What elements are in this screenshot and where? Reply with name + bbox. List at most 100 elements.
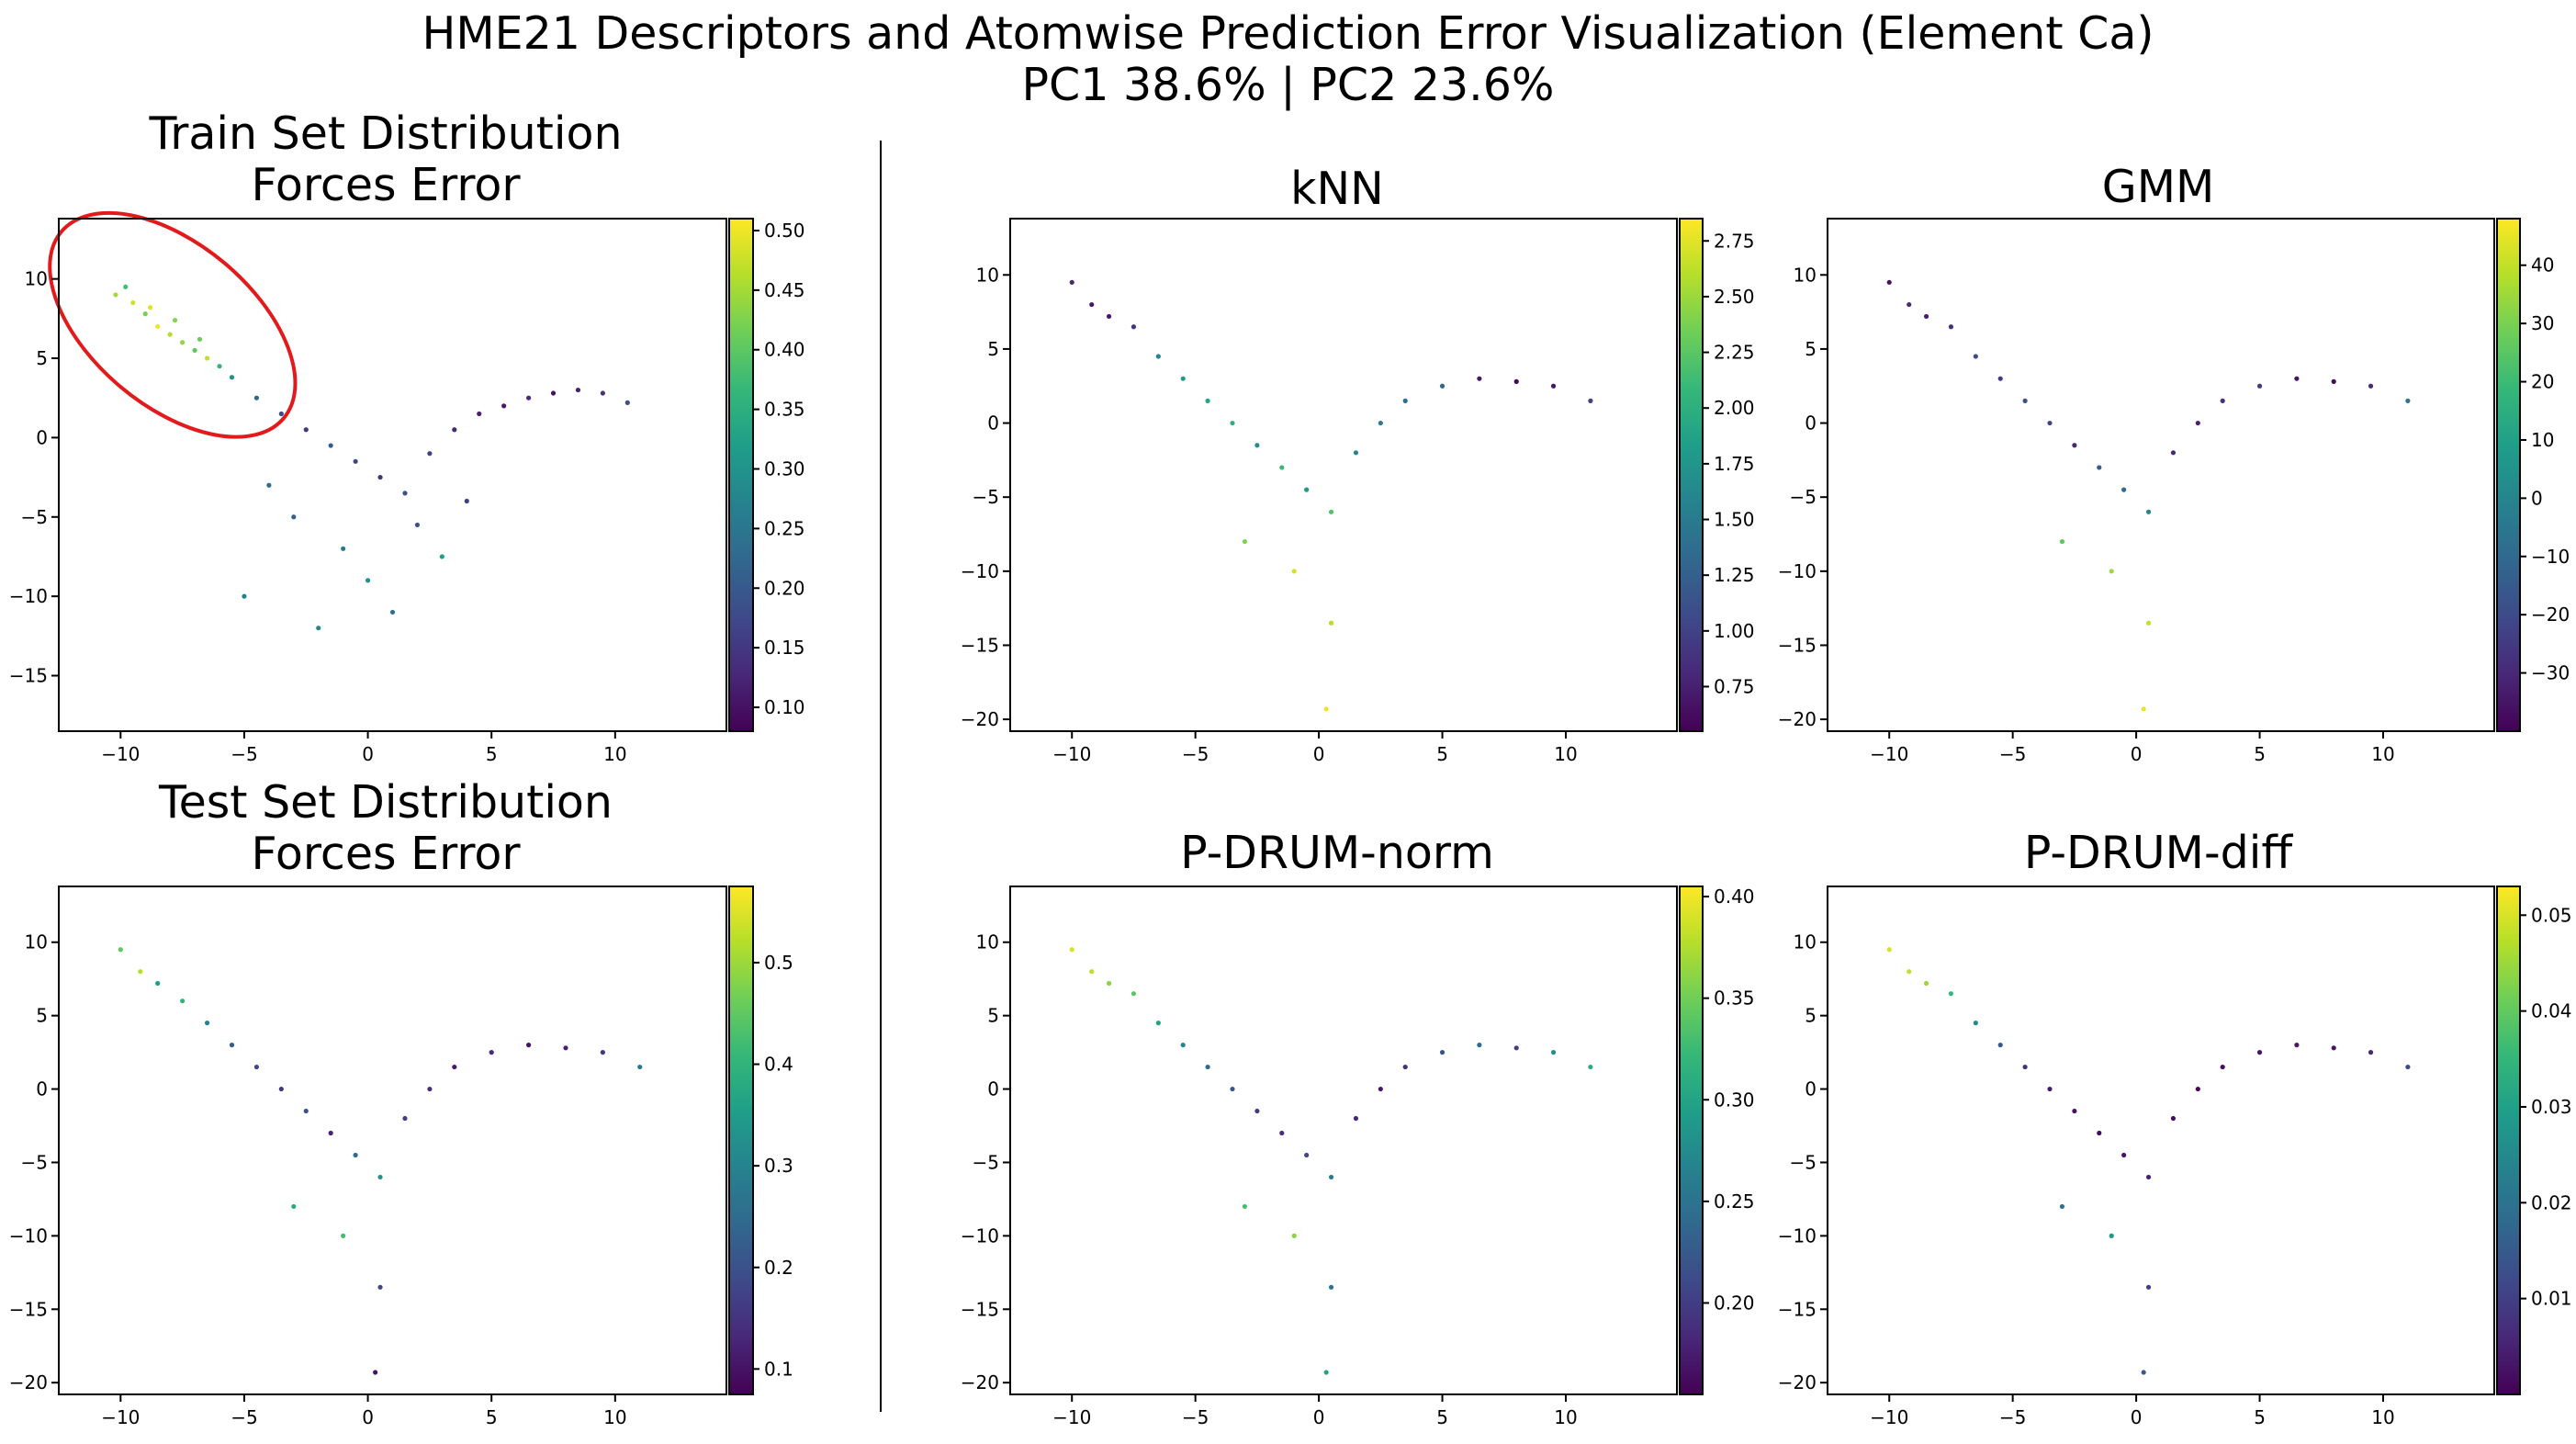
colorbar-tick-label: 1.25 <box>1714 564 1755 586</box>
scatter-point <box>1291 569 1297 574</box>
scatter-point <box>575 387 581 393</box>
scatter-point <box>2368 1050 2374 1055</box>
y-tick-label: −10 <box>961 1224 999 1247</box>
y-tick-label: 0 <box>36 426 48 448</box>
scatter-point <box>229 1043 235 1048</box>
scatter-point <box>427 451 433 457</box>
scatter-point <box>253 395 260 400</box>
x-tick-label: −5 <box>1182 1406 1209 1428</box>
scatter-point <box>2145 620 2152 626</box>
scatter-point <box>172 317 178 323</box>
scatter-point <box>1923 313 1929 320</box>
colorbar-tick-label: 0.1 <box>764 1358 793 1380</box>
scatter-point <box>1328 509 1334 514</box>
scatter-point <box>1477 1043 1482 1048</box>
scatter-point <box>2368 383 2374 389</box>
scatter-point <box>2022 398 2028 403</box>
subplot-title-line: Train Set Distribution <box>148 107 622 160</box>
colorbar-tick-label: 0.04 <box>2531 1000 2572 1022</box>
scatter-point <box>624 400 630 405</box>
colorbar <box>1679 218 1704 732</box>
y-tick-label: 10 <box>976 931 999 953</box>
scatter-point <box>148 305 153 310</box>
x-tick-label: 5 <box>2254 1406 2266 1428</box>
subplot-6: P-DRUM-diff −10 −5 0 5 10 −20 −15 −10 −5 0 5 10 0.01 0… <box>1778 827 2572 1428</box>
scatter-point <box>452 427 457 433</box>
colorbar-tick-label: 0.40 <box>764 339 805 361</box>
scatter-point <box>118 947 123 953</box>
x-tick-label: −5 <box>1999 1406 2026 1428</box>
colorbar-tick-label: −20 <box>2531 604 2570 626</box>
colorbar-tick-label: 30 <box>2531 312 2554 334</box>
colorbar-tick-label: 1.50 <box>1714 509 1755 531</box>
y-tick-label: 0 <box>987 412 999 434</box>
scatter-point <box>2097 1130 2102 1136</box>
y-tick-label: −5 <box>21 1151 48 1173</box>
scatter-point <box>1242 538 1248 545</box>
colorbar-tick-label: 0.50 <box>764 220 805 242</box>
scatter-point <box>377 1284 383 1290</box>
scatter-point <box>1069 947 1074 953</box>
scatter-point <box>1923 980 1929 987</box>
scatter-point <box>2109 1233 2114 1238</box>
scatter-point <box>155 323 161 330</box>
scatter-point <box>123 284 129 289</box>
colorbar-tick-label: 0.10 <box>764 696 805 718</box>
x-tick-label: 5 <box>1436 743 1448 765</box>
colorbar-tick-label: 10 <box>2531 429 2554 451</box>
scatter-point <box>1291 1233 1297 1238</box>
y-tick-label: 5 <box>36 347 48 369</box>
scatter-point <box>464 498 469 504</box>
scatter-point <box>525 1043 532 1048</box>
scatter-point <box>2141 1370 2146 1375</box>
scatter-point <box>341 1233 346 1238</box>
scatter-point <box>1131 324 1137 330</box>
scatter-point <box>2047 1086 2053 1092</box>
x-tick-label: 10 <box>603 1406 626 1428</box>
scatter-point <box>2195 1086 2200 1092</box>
colorbar <box>728 218 754 732</box>
y-tick-label: −15 <box>1778 1298 1817 1320</box>
scatter-point <box>1304 1152 1310 1158</box>
y-tick-label: 10 <box>1794 931 1817 953</box>
scatter-point <box>1205 398 1210 403</box>
scatter-point <box>266 482 272 488</box>
scatter-point <box>204 1021 210 1026</box>
y-tick-label: 5 <box>36 1005 48 1027</box>
scatter-point <box>402 1115 408 1122</box>
colorbar-tick-label: 0.5 <box>764 952 793 974</box>
y-tick-label: −20 <box>1778 1371 1817 1393</box>
scatter-point <box>2121 487 2127 492</box>
x-tick-label: −10 <box>101 743 140 765</box>
subplot-title-line: Forces Error <box>251 159 521 211</box>
scatter-point <box>1402 1064 1408 1070</box>
colorbar-tick-label: 40 <box>2531 254 2554 276</box>
y-tick-label: 5 <box>1805 1005 1817 1027</box>
scatter-point <box>328 1130 333 1136</box>
y-tick-label: 0 <box>1805 1078 1817 1100</box>
y-tick-label: −15 <box>961 1298 999 1320</box>
y-tick-label: −10 <box>9 1224 48 1247</box>
scatter-point <box>1588 398 1593 403</box>
scatter-point <box>1155 354 1161 359</box>
y-tick-label: −10 <box>1778 1224 1817 1247</box>
colorbar-tick-label: 0.20 <box>764 577 805 599</box>
x-tick-label: 0 <box>362 1406 374 1428</box>
scatter-point <box>2072 1108 2077 1114</box>
scatter-point <box>1180 376 1186 381</box>
axes-frame <box>1009 218 1678 732</box>
scatter-point <box>341 546 346 551</box>
scatter-point <box>1353 1115 1359 1122</box>
scatter-point <box>1089 301 1095 308</box>
y-tick-label: 10 <box>25 268 48 290</box>
scatter-point <box>113 292 118 298</box>
subplot-5: P-DRUM-norm −10 −5 0 5 10 −20 −15 −10 −5 0 5 10 0.20 0… <box>961 827 1755 1428</box>
x-tick-label: −5 <box>1999 743 2026 765</box>
scatter-point <box>328 443 333 448</box>
scatter-point <box>402 491 408 496</box>
axes-frame <box>1827 886 2495 1395</box>
scatter-point <box>439 554 444 559</box>
scatter-point <box>1328 1284 1334 1290</box>
